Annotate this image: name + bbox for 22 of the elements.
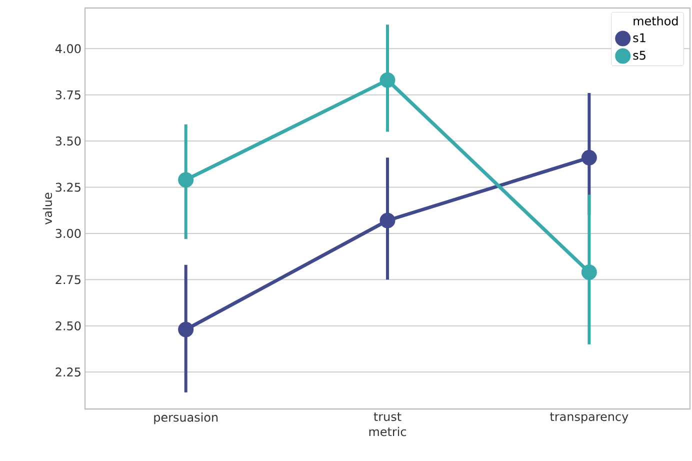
point bbox=[581, 150, 597, 166]
y-axis-title: value bbox=[42, 192, 52, 224]
x-tick-label: trust bbox=[374, 412, 402, 422]
point bbox=[380, 72, 396, 88]
y-tick-label: 3.50 bbox=[56, 136, 81, 146]
x-tick-label: transparency bbox=[550, 412, 628, 424]
y-tick-label: 3.25 bbox=[56, 182, 80, 192]
x-axis-title: metric bbox=[369, 426, 406, 436]
point bbox=[581, 264, 597, 280]
legend-label: s5 bbox=[633, 50, 646, 60]
y-tick-label: 2.50 bbox=[56, 321, 81, 330]
point bbox=[380, 212, 396, 228]
y-tick-label: 3.00 bbox=[56, 228, 81, 238]
y-tick-label: 2.25 bbox=[56, 368, 80, 377]
legend-title: method bbox=[634, 16, 678, 26]
y-tick-label: 2.75 bbox=[56, 275, 80, 284]
point bbox=[178, 322, 194, 338]
x-tick-label: persuasion bbox=[154, 412, 218, 424]
y-tick-label: 4.00 bbox=[55, 44, 81, 54]
point bbox=[178, 172, 194, 188]
legend-label: s1 bbox=[633, 33, 646, 42]
y-tick-label: 3.75 bbox=[56, 90, 80, 100]
